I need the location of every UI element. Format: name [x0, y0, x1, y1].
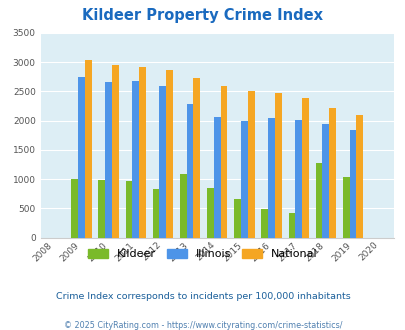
Text: Crime Index corresponds to incidents per 100,000 inhabitants: Crime Index corresponds to incidents per… — [55, 292, 350, 301]
Bar — [207, 188, 213, 238]
Bar — [179, 174, 186, 238]
Bar — [105, 82, 112, 238]
Bar — [356, 115, 362, 238]
Bar — [159, 85, 166, 238]
Bar — [322, 124, 328, 238]
Bar — [288, 213, 294, 238]
Bar — [85, 60, 91, 238]
Bar — [342, 177, 349, 238]
Bar — [213, 116, 220, 238]
Bar — [267, 118, 274, 238]
Bar — [247, 91, 254, 238]
Bar — [301, 98, 308, 238]
Bar — [166, 70, 173, 238]
Bar — [234, 199, 241, 238]
Bar — [132, 81, 139, 238]
Bar — [125, 181, 132, 238]
Text: © 2025 CityRating.com - https://www.cityrating.com/crime-statistics/: © 2025 CityRating.com - https://www.city… — [64, 321, 341, 330]
Bar — [139, 68, 145, 238]
Bar — [71, 179, 78, 238]
Bar — [220, 85, 227, 238]
Bar — [98, 180, 105, 238]
Bar — [78, 77, 85, 238]
Legend: Kildeer, Illinois, National: Kildeer, Illinois, National — [83, 244, 322, 263]
Bar — [112, 65, 118, 238]
Bar — [315, 163, 322, 238]
Bar — [274, 93, 281, 238]
Bar — [328, 108, 335, 238]
Text: Kildeer Property Crime Index: Kildeer Property Crime Index — [82, 8, 323, 23]
Bar — [152, 189, 159, 238]
Bar — [193, 78, 200, 238]
Bar — [261, 209, 267, 238]
Bar — [349, 130, 356, 238]
Bar — [241, 121, 247, 238]
Bar — [294, 120, 301, 238]
Bar — [186, 104, 193, 238]
